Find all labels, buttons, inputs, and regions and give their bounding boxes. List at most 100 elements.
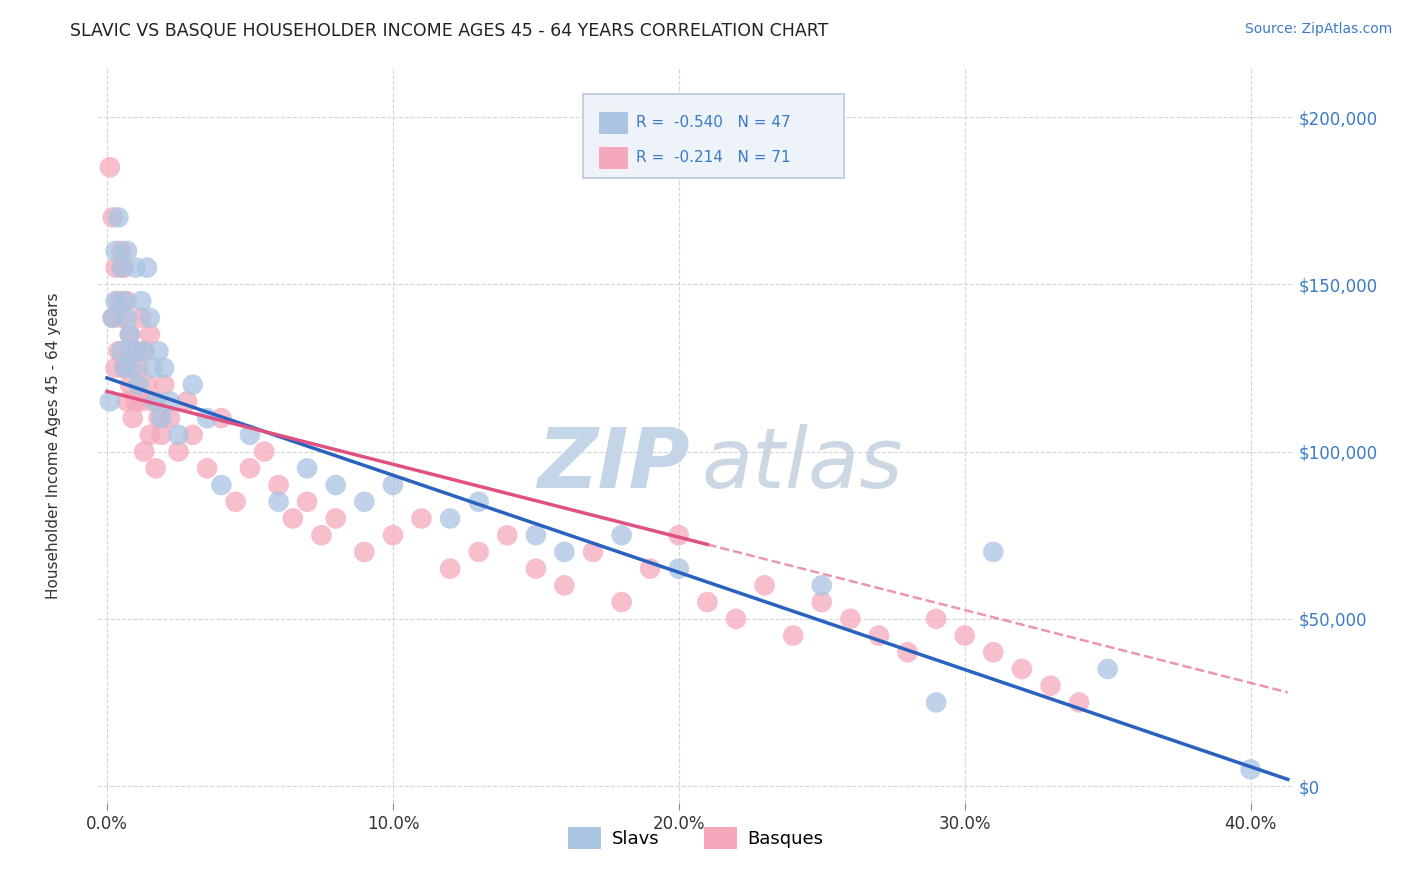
Point — [104, 360, 127, 375]
Point — [553, 578, 575, 592]
Point — [810, 595, 832, 609]
Point — [101, 310, 124, 325]
Point — [209, 478, 232, 492]
Point — [295, 461, 318, 475]
Point — [281, 511, 304, 525]
Point — [104, 293, 127, 308]
Point — [239, 428, 262, 442]
Text: atlas: atlas — [702, 424, 904, 505]
Point — [159, 411, 181, 425]
Point — [104, 260, 127, 275]
Point — [381, 528, 404, 542]
Point — [110, 244, 132, 258]
Point — [411, 511, 433, 525]
Point — [101, 310, 124, 325]
Point — [124, 394, 146, 409]
Point — [582, 545, 605, 559]
Point — [118, 327, 141, 342]
Point — [127, 377, 149, 392]
Point — [724, 612, 747, 626]
Point — [1097, 662, 1119, 676]
Point — [112, 360, 135, 375]
Point — [145, 394, 167, 409]
Point — [1011, 662, 1033, 676]
Point — [467, 494, 489, 508]
Point — [868, 628, 890, 642]
Point — [267, 478, 290, 492]
Point — [353, 494, 375, 508]
Point — [610, 528, 633, 542]
Point — [610, 595, 633, 609]
Point — [167, 444, 190, 458]
Point — [115, 394, 138, 409]
Point — [145, 461, 167, 475]
Point — [150, 428, 173, 442]
Point — [107, 344, 129, 359]
Point — [896, 645, 918, 659]
Point — [225, 494, 247, 508]
Point — [253, 444, 276, 458]
Point — [553, 545, 575, 559]
Point — [124, 344, 146, 359]
Point — [195, 461, 218, 475]
Point — [439, 511, 461, 525]
Point — [124, 344, 146, 359]
Point — [295, 494, 318, 508]
Point — [181, 377, 204, 392]
Legend: Slavs, Basques: Slavs, Basques — [561, 820, 831, 856]
Point — [754, 578, 776, 592]
Point — [139, 310, 162, 325]
Point — [181, 428, 204, 442]
Text: Source: ZipAtlas.com: Source: ZipAtlas.com — [1244, 22, 1392, 37]
Point — [981, 545, 1004, 559]
Point — [148, 411, 170, 425]
Point — [112, 260, 135, 275]
Point — [953, 628, 976, 642]
Point — [136, 260, 159, 275]
Point — [325, 478, 347, 492]
Point — [159, 394, 181, 409]
Point — [668, 562, 690, 576]
Point — [98, 394, 121, 409]
Point — [153, 360, 176, 375]
Point — [107, 293, 129, 308]
Point — [118, 327, 141, 342]
Point — [112, 293, 135, 308]
Point — [127, 360, 149, 375]
Point — [134, 344, 156, 359]
Text: R =  -0.214   N = 71: R = -0.214 N = 71 — [636, 151, 790, 165]
Point — [439, 562, 461, 576]
Point — [115, 244, 138, 258]
Point — [209, 411, 232, 425]
Point — [1239, 762, 1261, 776]
Text: SLAVIC VS BASQUE HOUSEHOLDER INCOME AGES 45 - 64 YEARS CORRELATION CHART: SLAVIC VS BASQUE HOUSEHOLDER INCOME AGES… — [70, 22, 828, 40]
Point — [467, 545, 489, 559]
Point — [139, 428, 162, 442]
Point — [496, 528, 519, 542]
Point — [115, 293, 138, 308]
Point — [134, 344, 156, 359]
Point — [101, 211, 124, 225]
Point — [148, 344, 170, 359]
Point — [810, 578, 832, 592]
Point — [107, 211, 129, 225]
Point — [668, 528, 690, 542]
Point — [981, 645, 1004, 659]
Point — [104, 244, 127, 258]
Point — [1039, 679, 1062, 693]
Point — [139, 327, 162, 342]
Point — [524, 528, 547, 542]
Point — [142, 394, 165, 409]
Point — [134, 444, 156, 458]
Point — [267, 494, 290, 508]
Point — [150, 411, 173, 425]
Point — [925, 696, 948, 710]
Point — [239, 461, 262, 475]
Point — [696, 595, 718, 609]
Point — [176, 394, 198, 409]
Point — [195, 411, 218, 425]
Point — [1067, 696, 1090, 710]
Point — [381, 478, 404, 492]
Point — [524, 562, 547, 576]
Text: Householder Income Ages 45 - 64 years: Householder Income Ages 45 - 64 years — [46, 293, 60, 599]
